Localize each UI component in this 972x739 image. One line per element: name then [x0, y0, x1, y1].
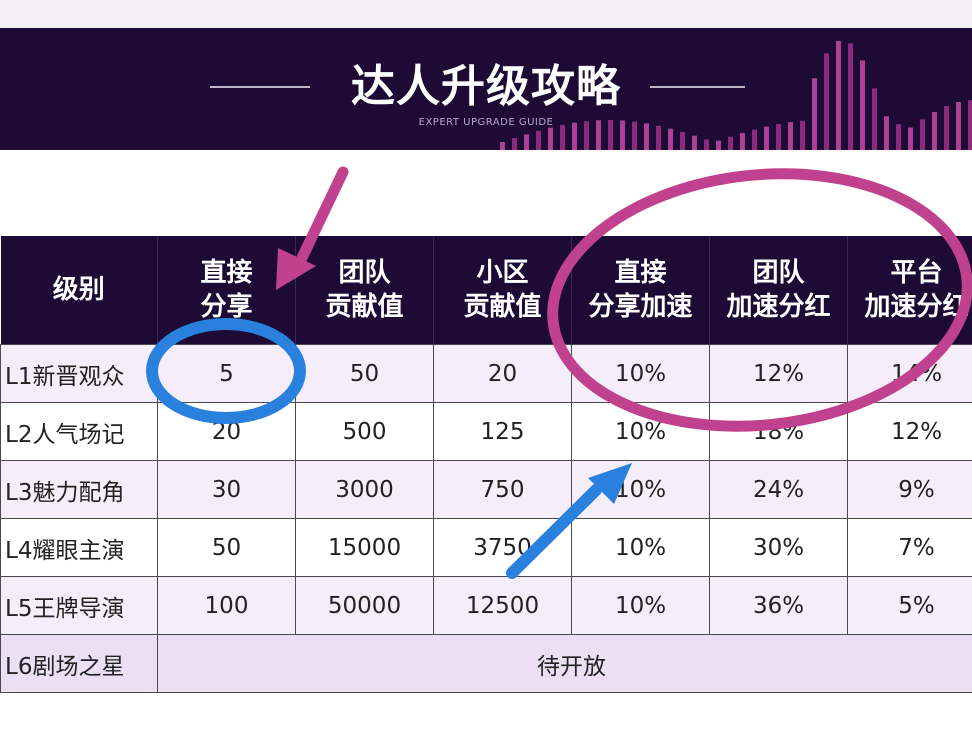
- equalizer-bar: [836, 40, 841, 150]
- cell-platform-bonus: 5%: [847, 576, 972, 635]
- equalizer-bar: [860, 60, 865, 150]
- equalizer-bar: [764, 126, 769, 150]
- cell-level: L1新晋观众: [0, 344, 158, 403]
- equalizer-bar: [656, 125, 661, 150]
- equalizer-bar: [620, 120, 625, 150]
- equalizer-bar: [800, 120, 805, 150]
- equalizer-bar: [524, 134, 529, 150]
- header-platform-bonus: 平台 加速分红: [847, 236, 972, 345]
- cell-team-contribution: 15000: [295, 518, 434, 577]
- equalizer-bar: [728, 136, 733, 150]
- cell-platform-bonus: 12%: [847, 402, 972, 461]
- header-direct-share: 直接 分享: [157, 236, 296, 345]
- equalizer-bar: [908, 127, 913, 150]
- cell-share-accel: 10%: [571, 402, 710, 461]
- header-community-contribution: 小区 贡献值: [433, 236, 572, 345]
- equalizer-bar: [704, 139, 709, 150]
- header-team-contribution: 团队 贡献值: [295, 236, 434, 345]
- cell-share-accel: 10%: [571, 460, 710, 519]
- cell-community-contribution: 12500: [433, 576, 572, 635]
- cell-community-contribution: 3750: [433, 518, 572, 577]
- title-rule-left: [210, 86, 310, 88]
- cell-community-contribution: 125: [433, 402, 572, 461]
- equalizer-bar: [716, 140, 721, 150]
- cell-pending-status: 待开放: [157, 634, 972, 693]
- cell-direct-share: 50: [157, 518, 296, 577]
- equalizer-bar: [644, 123, 649, 150]
- title-rule-right: [650, 86, 745, 88]
- banner: 达人升级攻略 EXPERT UPGRADE GUIDE: [0, 28, 972, 150]
- cell-level: L4耀眼主演: [0, 518, 158, 577]
- cell-community-contribution: 750: [433, 460, 572, 519]
- equalizer-bar: [932, 112, 937, 150]
- cell-community-contribution: 20: [433, 344, 572, 403]
- top-strip: [0, 0, 972, 28]
- equalizer-bar: [572, 122, 577, 150]
- page-title: 达人升级攻略: [351, 61, 621, 112]
- equalizer-bar: [500, 142, 505, 150]
- equalizer-bar: [848, 43, 853, 150]
- equalizer-bar: [536, 130, 541, 150]
- cell-platform-bonus: 7%: [847, 518, 972, 577]
- equalizer-bar: [896, 124, 901, 150]
- cell-level: L3魅力配角: [0, 460, 158, 519]
- cell-level: L6剧场之星: [0, 634, 158, 693]
- page-subtitle: EXPERT UPGRADE GUIDE: [418, 117, 554, 128]
- table-row: L1新晋观众 5 50 20 10% 12% 14%: [0, 344, 972, 403]
- cell-share-accel: 10%: [571, 344, 710, 403]
- equalizer-bar: [740, 133, 745, 150]
- equalizer-bar: [884, 116, 889, 150]
- equalizer-decoration: [500, 40, 972, 150]
- cell-level: L2人气场记: [0, 402, 158, 461]
- cell-team-contribution: 50: [295, 344, 434, 403]
- equalizer-bar: [944, 106, 949, 150]
- equalizer-bar: [788, 122, 793, 150]
- equalizer-bar: [872, 88, 877, 150]
- equalizer-bar: [692, 135, 697, 150]
- table-row: L3魅力配角 30 3000 750 10% 24% 9%: [0, 460, 972, 519]
- cell-direct-share: 5: [157, 344, 296, 403]
- equalizer-bar: [548, 127, 553, 150]
- equalizer-bar: [632, 121, 637, 150]
- equalizer-bar: [920, 119, 925, 150]
- equalizer-bar: [584, 121, 589, 150]
- cell-team-contribution: 50000: [295, 576, 434, 635]
- equalizer-bar: [680, 131, 685, 150]
- equalizer-bar: [608, 120, 613, 150]
- equalizer-bar: [824, 53, 829, 150]
- table-row-pending: L6剧场之星 待开放: [0, 634, 972, 693]
- cell-team-bonus: 24%: [709, 460, 848, 519]
- equalizer-bar: [512, 138, 517, 150]
- cell-team-bonus: 18%: [709, 402, 848, 461]
- cell-team-bonus: 30%: [709, 518, 848, 577]
- cell-level: L5王牌导演: [0, 576, 158, 635]
- cell-team-bonus: 12%: [709, 344, 848, 403]
- header-team-bonus: 团队 加速分红: [709, 236, 848, 345]
- cell-platform-bonus: 9%: [847, 460, 972, 519]
- cell-direct-share: 30: [157, 460, 296, 519]
- cell-team-bonus: 36%: [709, 576, 848, 635]
- upgrade-table: 级别 直接 分享 团队 贡献值 小区 贡献值 直接 分享加速 团队 加速分红 平台 加速分红…: [0, 236, 972, 693]
- equalizer-bar: [596, 120, 601, 150]
- cell-team-contribution: 500: [295, 402, 434, 461]
- equalizer-bar: [956, 102, 961, 150]
- table-row: L2人气场记 20 500 125 10% 18% 12%: [0, 402, 972, 461]
- cell-direct-share: 100: [157, 576, 296, 635]
- cell-direct-share: 20: [157, 402, 296, 461]
- table-row: L4耀眼主演 50 15000 3750 10% 30% 7%: [0, 518, 972, 577]
- cell-share-accel: 10%: [571, 576, 710, 635]
- equalizer-bar: [560, 124, 565, 150]
- header-level: 级别: [0, 236, 158, 345]
- cell-share-accel: 10%: [571, 518, 710, 577]
- header-share-accel: 直接 分享加速: [571, 236, 710, 345]
- equalizer-bar: [668, 128, 673, 150]
- table-row: L5王牌导演 100 50000 12500 10% 36% 5%: [0, 576, 972, 635]
- equalizer-bar: [968, 100, 972, 150]
- cell-team-contribution: 3000: [295, 460, 434, 519]
- equalizer-bar: [752, 129, 757, 150]
- cell-platform-bonus: 14%: [847, 344, 972, 403]
- equalizer-bar: [812, 78, 817, 150]
- table-header-row: 级别 直接 分享 团队 贡献值 小区 贡献值 直接 分享加速 团队 加速分红 平台 加速分红: [0, 236, 972, 345]
- equalizer-bar: [776, 124, 781, 150]
